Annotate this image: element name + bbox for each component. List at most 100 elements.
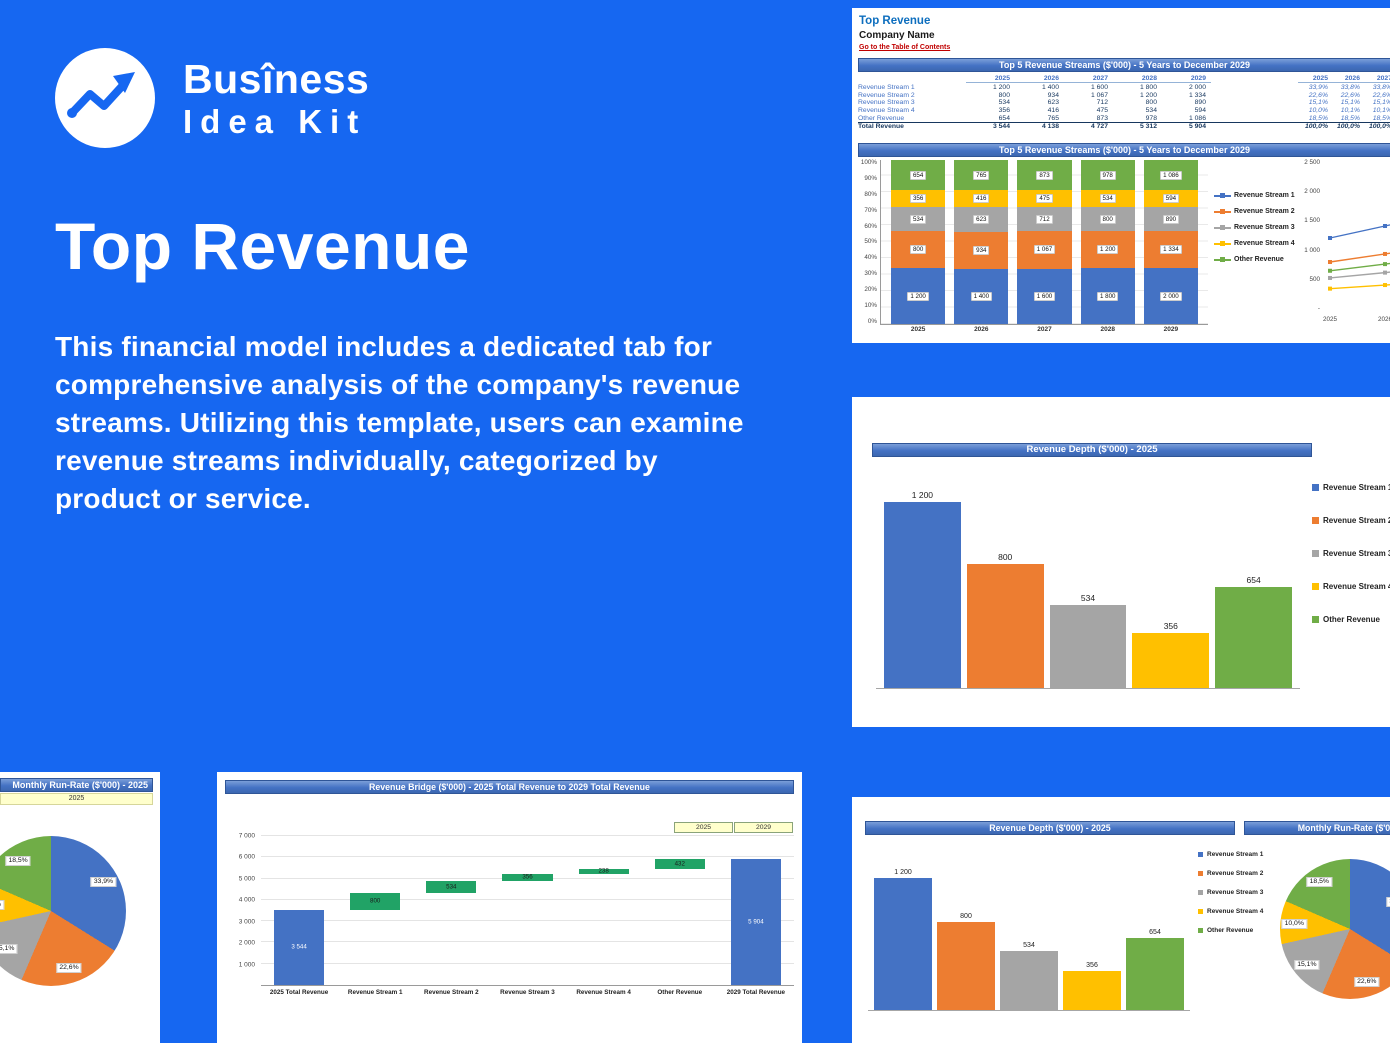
bar-segment: 2 000	[1143, 268, 1199, 324]
cell-value: 5 904	[1188, 122, 1206, 130]
spreadsheet-preview-panel: Top Revenue Company Name Go to the Table…	[852, 8, 1390, 343]
cell-value: 800	[998, 91, 1010, 99]
bar-segment: 534	[891, 206, 946, 232]
cell-pct: 18,5%	[1372, 114, 1390, 122]
waterfall-bar: 5 904	[730, 859, 782, 985]
year-selector-2025[interactable]: 2025	[0, 793, 153, 805]
legend-item: Other Revenue	[1198, 927, 1263, 934]
bar-segment: 356	[891, 190, 946, 207]
bridge-start-year-selector[interactable]: 2025	[674, 822, 733, 833]
x-axis-label: 2028	[1100, 326, 1115, 333]
cell-value: 1 200	[992, 84, 1010, 92]
table-row: Other Revenue 654 765 873 978 1 086 18,5% 18,5%…	[858, 114, 1390, 122]
bar-segment: 873	[1017, 160, 1072, 191]
bar-value-label: 800	[370, 897, 381, 905]
cell-value: 1 086	[1188, 114, 1206, 122]
bar-segment: 416	[954, 190, 1009, 207]
segment-value-label: 765	[973, 170, 990, 180]
bar	[884, 502, 961, 688]
cell-pct: 22,6%	[1340, 91, 1360, 99]
segment-value-label: 1 067	[1033, 245, 1056, 255]
bar-value-label: 238	[598, 867, 609, 875]
revenue-bridge-title-bar: Revenue Bridge ($'000) - 2025 Total Reve…	[225, 780, 794, 794]
legend-square-marker	[1312, 583, 1319, 590]
cell-pct: 100,0%	[1368, 122, 1390, 130]
row-label: Other Revenue	[858, 114, 905, 122]
bar-segment: 475	[1017, 190, 1072, 207]
bar	[1132, 632, 1210, 688]
axis-tick: 2 000	[1304, 188, 1320, 196]
legend-label: Revenue Stream 2	[1207, 870, 1264, 877]
row-label: Total Revenue	[858, 122, 904, 130]
legend-label: Other Revenue	[1234, 256, 1284, 263]
axis-tick: 5 000	[238, 875, 255, 883]
legend-label: Revenue Stream 1	[1323, 483, 1390, 492]
bar-segment: 890	[1143, 206, 1199, 232]
axis-tick: 80%	[864, 190, 877, 198]
gridline	[261, 856, 794, 858]
gridline	[261, 962, 794, 964]
waterfall-bar: 534	[426, 881, 477, 893]
axis-tick: -	[1317, 304, 1320, 312]
waterfall-slot: 5 904 2029 Total Revenue	[718, 836, 794, 996]
company-name: Company Name	[859, 30, 935, 41]
category-label: Revenue Stream 1	[347, 989, 403, 996]
pie-slice-label: 33,9%	[90, 876, 117, 887]
runrate-title-bar: Monthly Run-Rate ($'000) - 2025	[0, 778, 153, 792]
bar-segment: 1 800	[1080, 268, 1135, 324]
legend-item: Revenue Stream 2	[1198, 870, 1263, 877]
legend-label: Revenue Stream 4	[1323, 582, 1390, 591]
pie-slice-label: 10,0%	[1281, 918, 1307, 929]
revenue-depth-panel: Revenue Depth ($'000) - 2025 1 200 800 534…	[852, 397, 1390, 727]
depth-runrate-panel: Revenue Depth ($'000) - 2025 1 200 800 534…	[852, 797, 1390, 1043]
pct-year-header: 2025	[1298, 75, 1330, 83]
bar	[1000, 951, 1058, 1010]
bar-value-label: 534	[1080, 593, 1096, 604]
stacked-bar: 2 000 1 334 890 594 1 086	[1143, 160, 1199, 324]
bridge-end-year-selector[interactable]: 2029	[734, 822, 793, 833]
legend-square-marker	[1312, 484, 1319, 491]
monthly-runrate-title-bar: Monthly Run-Rate ($'000) - 2025	[1244, 821, 1390, 835]
table-of-contents-link[interactable]: Go to the Table of Contents	[859, 44, 951, 51]
legend-item: Revenue Stream 4	[1312, 582, 1390, 591]
axis-tick: 20%	[864, 286, 877, 294]
axis-tick: 100%	[860, 159, 877, 166]
axis-tick: 7 000	[238, 832, 255, 840]
waterfall-bar: 800	[350, 892, 401, 910]
cell-value: 1 067	[1090, 91, 1108, 99]
runrate-panel: Monthly Run-Rate ($'000) - 2025 2025 33,…	[0, 772, 160, 1043]
bar-segment: 978	[1080, 160, 1135, 191]
legend-item: Revenue Stream 3	[1198, 889, 1263, 896]
waterfall-bar: 238	[578, 867, 629, 875]
bar	[874, 878, 932, 1010]
segment-value-label: 623	[973, 214, 990, 224]
waterfall-slot: 3 544 2025 Total Revenue	[261, 836, 337, 996]
cell-value: 623	[1047, 99, 1059, 107]
table-row: Revenue Stream 4 356 416 475 534 594 10,0% 10,1…	[858, 107, 1390, 115]
segment-value-label: 1 200	[1096, 245, 1119, 255]
bar	[1215, 586, 1292, 688]
axis-tick: 500	[1309, 275, 1320, 283]
bar-column: 356	[1132, 463, 1210, 688]
segment-value-label: 534	[1099, 193, 1116, 203]
year-header: 2026	[1015, 75, 1064, 83]
axis-tick: 60%	[864, 222, 877, 230]
cell-pct: 33,8%	[1372, 84, 1390, 92]
axis-tick: 2 500	[1304, 159, 1320, 166]
gridline	[261, 941, 794, 943]
cell-value: 356	[998, 107, 1010, 115]
revenue-table: 202520262027202820292025202620272028Reve…	[858, 74, 1390, 130]
axis-tick: 40%	[864, 254, 877, 262]
bar-value-label: 432	[674, 860, 685, 868]
cell-value: 800	[1145, 99, 1157, 107]
brand-line1: Busîness	[183, 56, 370, 102]
bar-value-label: 800	[960, 913, 972, 920]
table-row: Revenue Stream 1 1 200 1 400 1 600 1 800 2 00…	[858, 84, 1390, 92]
bar-segment: 1 200	[891, 268, 946, 324]
y-axis: 7 000 6 000 5 000 4 000 3 000 2 000 1 000	[227, 832, 259, 986]
legend-label: Revenue Stream 2	[1234, 208, 1295, 215]
axis-tick: 50%	[864, 238, 877, 246]
segment-value-label: 475	[1036, 194, 1053, 204]
cell-value: 1 800	[1139, 84, 1157, 92]
